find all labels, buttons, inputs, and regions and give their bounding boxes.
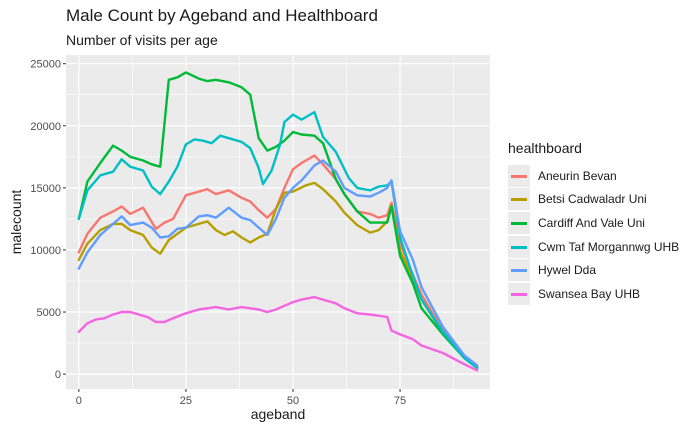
legend-swatch <box>511 198 527 202</box>
legend-item-swansea-bay-uhb: Swansea Bay UHB <box>508 282 679 306</box>
legend-key <box>508 259 530 282</box>
legend-label: Aneurin Bevan <box>538 168 617 183</box>
series-line-hywel-dda <box>77 159 479 367</box>
x-axis-title: ageband <box>251 406 306 422</box>
grid-major <box>66 55 490 389</box>
legend-key <box>508 282 530 305</box>
legend-swatch <box>511 221 527 225</box>
series-layer <box>77 71 479 372</box>
legend-item-hywel-dda: Hywel Dda <box>508 258 679 282</box>
legend-key <box>508 164 530 187</box>
y-tick-label: 10000 <box>30 245 61 257</box>
x-tick-label: 50 <box>287 395 299 407</box>
series-line-swansea-bay-uhb <box>77 295 479 372</box>
legend-swatch <box>511 292 527 296</box>
chart-title: Male Count by Ageband and Healthboard <box>66 6 378 25</box>
legend-label: Hywel Dda <box>538 263 597 278</box>
y-tick-label: 25000 <box>30 59 61 71</box>
legend-swatch <box>511 245 527 249</box>
series-line-cardiff-and-vale-uni <box>77 71 479 370</box>
legend-swatch <box>511 269 527 273</box>
legend-key <box>508 211 530 234</box>
y-tick-label: 15000 <box>30 183 61 195</box>
legend-key <box>508 188 530 211</box>
chart-subtitle: Number of visits per age <box>66 32 218 48</box>
ticks-layer: 0 25 50 75 0 5000 10000 15000 20000 25000 <box>30 59 406 407</box>
y-tick-label: 5000 <box>37 307 61 319</box>
legend-item-betsi-cadwaladr-uni: Betsi Cadwaladr Uni <box>508 188 679 212</box>
legend-label: Swansea Bay UHB <box>538 286 641 301</box>
legend-label: Cardiff And Vale Uni <box>538 215 645 230</box>
legend-items: Aneurin Bevan Betsi Cadwaladr Uni Cardiff … <box>508 164 679 306</box>
legend-swatch <box>511 174 527 178</box>
y-tick-label: 20000 <box>30 121 61 133</box>
legend-key <box>508 235 530 258</box>
y-tick-label: 0 <box>55 369 61 381</box>
legend-item-cardiff-and-vale-uni: Cardiff And Vale Uni <box>508 211 679 235</box>
legend-item-cwm-taf-morgannwg-uhb: Cwm Taf Morgannwg UHB <box>508 235 679 259</box>
legend-title: healthboard <box>508 140 582 156</box>
x-tick-label: 25 <box>180 395 192 407</box>
legend-item-aneurin-bevan: Aneurin Bevan <box>508 164 679 188</box>
x-tick-label: 0 <box>76 395 82 407</box>
plot-panel <box>66 55 490 389</box>
legend: healthboard Aneurin Bevan Betsi Cadwaladr… <box>508 140 679 306</box>
legend-label: Betsi Cadwaladr Uni <box>538 192 647 207</box>
x-tick-label: 75 <box>394 395 406 407</box>
legend-label: Cwm Taf Morgannwg UHB <box>538 239 680 254</box>
y-axis-title: malecount <box>8 190 24 255</box>
